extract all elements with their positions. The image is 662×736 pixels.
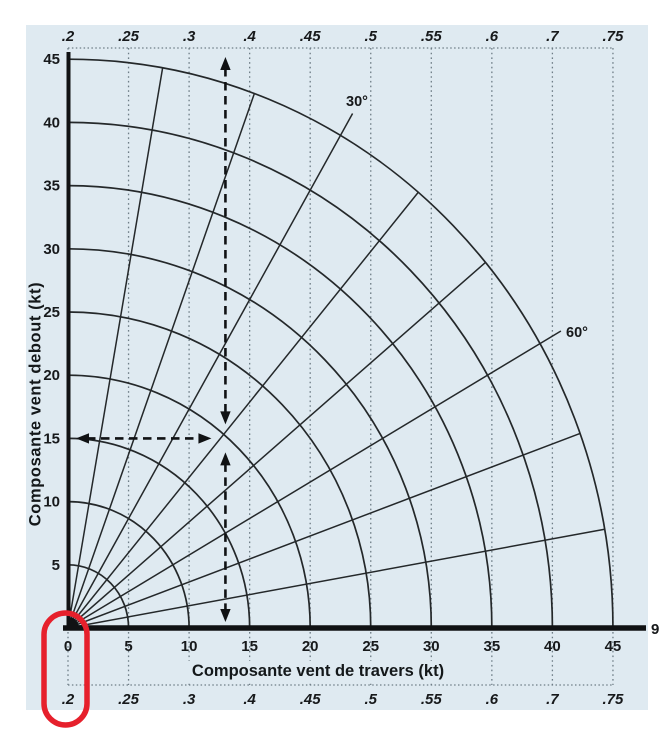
speed-arc [67, 374, 312, 629]
y-tick-label: 25 [43, 304, 60, 321]
axes [63, 52, 646, 631]
y-tick-label: 10 [43, 494, 60, 511]
example-dashed-arrows [76, 57, 231, 622]
angle-labels: 30° 60° [346, 94, 588, 341]
y-tick-labels: 5 10 15 20 25 30 35 40 45 [43, 51, 60, 574]
chart-panel [26, 25, 648, 710]
angle-label: 60° [566, 325, 588, 341]
speed-arc [67, 184, 493, 629]
y-axis-title: Composante vent debout (kt) [26, 281, 45, 527]
arrowhead [198, 433, 212, 444]
ratio-label-top: .4 [243, 28, 256, 45]
ratio-label-bottom: .45 [300, 691, 322, 708]
ratio-label-bottom: .4 [243, 691, 256, 708]
x-tick-label: 30 [423, 638, 440, 655]
ratio-gridlines [67, 47, 614, 686]
ratio-label-bottom: .25 [118, 691, 140, 708]
speed-arc [67, 437, 251, 629]
ratio-label-bottom: .7 [546, 691, 559, 708]
ratio-label-top: .5 [364, 28, 377, 45]
angle-radial [67, 67, 164, 629]
angle-radial [67, 191, 419, 629]
x-tick-label: 35 [484, 638, 501, 655]
bottom-ratio-scale-labels: .2 .25 .3 .4 .45 .5 .55 .6 .7 .75 [62, 691, 624, 708]
speed-arc [67, 563, 130, 629]
x-tick-labels: 0 5 10 15 20 25 30 35 40 45 [64, 638, 621, 655]
x-tick-label: 40 [544, 638, 561, 655]
y-tick-label: 35 [43, 178, 60, 195]
angle-radial [67, 528, 605, 629]
angle-radial [67, 330, 562, 629]
y-tick-label: 20 [43, 367, 60, 384]
speed-arc [67, 311, 372, 629]
ratio-label-top: .45 [300, 28, 322, 45]
speed-arc [67, 121, 554, 629]
arrowhead [220, 609, 231, 622]
ratio-label-top: .75 [603, 28, 625, 45]
ratio-label-bottom: .75 [603, 691, 625, 708]
ratio-label-bottom: .6 [486, 691, 499, 708]
x-tick-label: 10 [181, 638, 198, 655]
ratio-label-bottom: .5 [364, 691, 377, 708]
arrowhead [220, 452, 231, 466]
y-tick-label: 5 [52, 557, 60, 574]
speed-arc [67, 500, 190, 629]
y-tick-label: 15 [43, 430, 60, 447]
y-tick-label: 40 [43, 114, 60, 131]
top-ratio-scale-labels: .2 .25 .3 .4 .45 .5 .55 .6 .7 .75 [62, 28, 624, 45]
x-tick-label: 25 [362, 638, 379, 655]
y-tick-label: 30 [43, 241, 60, 258]
ratio-label-top: .25 [118, 28, 140, 45]
angle-radial [67, 113, 354, 629]
arrowhead [220, 411, 231, 425]
x-tick-label: 15 [241, 638, 258, 655]
angle-label: 30° [346, 94, 368, 110]
wind-speed-arcs [67, 58, 614, 629]
ratio-label-bottom: .2 [62, 691, 75, 708]
x-axis-end-label: 9 [651, 621, 659, 638]
x-tick-label: 0 [64, 638, 72, 655]
ratio-label-bottom: .3 [183, 691, 196, 708]
y-tick-label: 45 [43, 51, 60, 68]
x-tick-label: 45 [605, 638, 622, 655]
speed-arc [67, 247, 433, 629]
arrowhead [76, 433, 89, 444]
x-axis-title: Composante vent de travers (kt) [182, 661, 454, 682]
x-tick-label: 5 [124, 638, 132, 655]
angle-radial [67, 93, 256, 629]
x-tick-label: 20 [302, 638, 319, 655]
ratio-label-bottom: .55 [421, 691, 443, 708]
angle-radial [67, 261, 486, 629]
speed-arc [67, 58, 614, 629]
origin-wedge [68, 617, 79, 628]
ratio-label-top: .55 [421, 28, 443, 45]
ratio-label-top: .7 [546, 28, 559, 45]
angle-radial [67, 432, 581, 629]
arrowhead [220, 57, 231, 70]
ratio-label-top: .6 [486, 28, 499, 45]
ratio-label-top: .3 [183, 28, 196, 45]
origin-highlight-oval [41, 610, 90, 728]
ratio-label-top: .2 [62, 28, 75, 45]
wind-angle-radials [67, 67, 605, 629]
